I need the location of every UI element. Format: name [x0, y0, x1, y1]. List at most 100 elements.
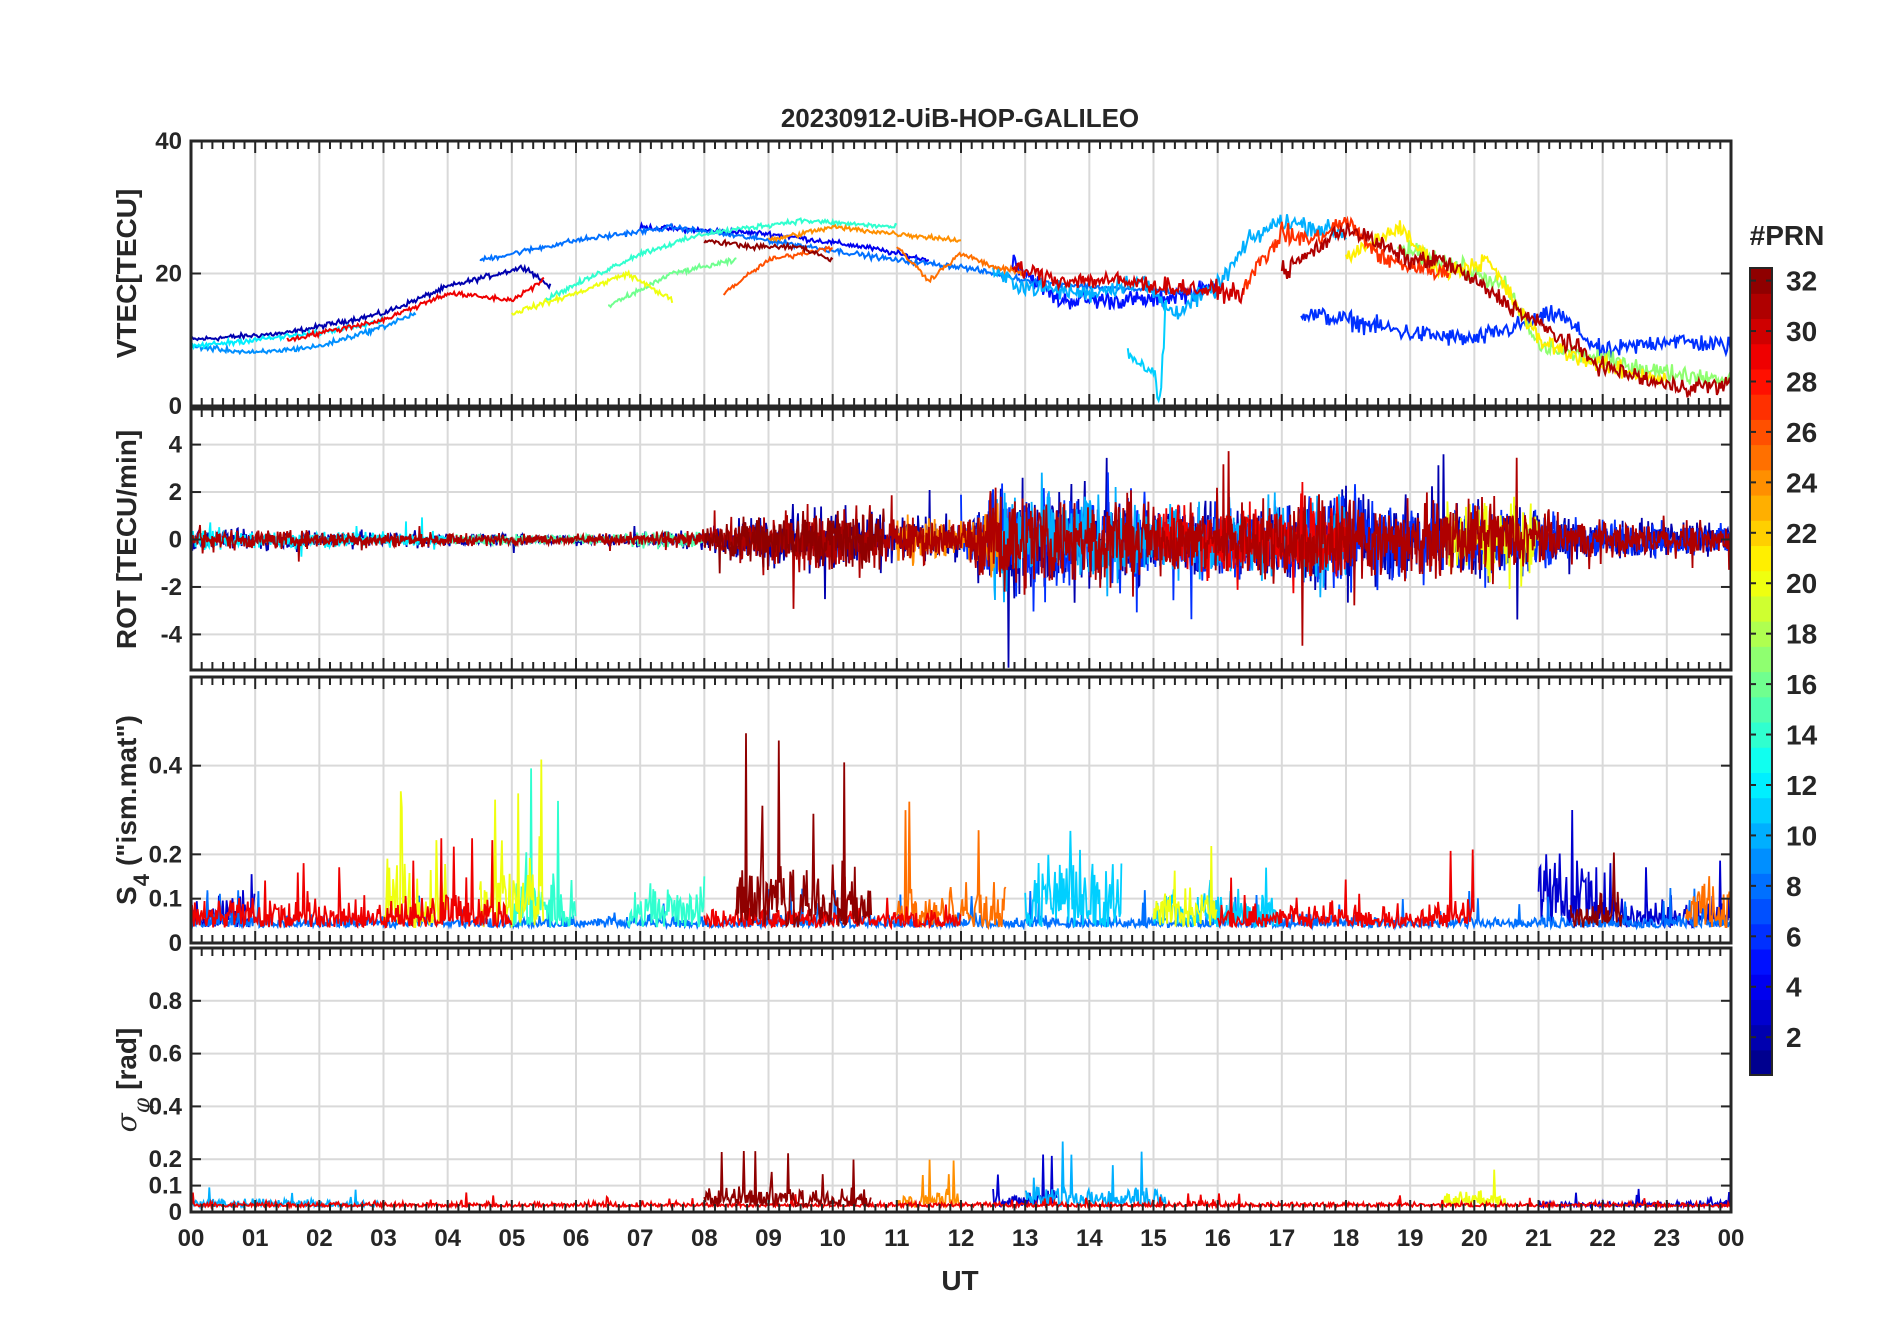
colorbar-tick-label: 20	[1786, 568, 1817, 599]
series-line-prn-11	[1126, 299, 1168, 404]
colorbar-swatch-19	[1750, 595, 1772, 622]
x-tick-marks	[190, 677, 1732, 943]
series-line-prn-20	[478, 759, 545, 928]
series-line-prn-14	[626, 876, 706, 928]
series-line-prn-20	[382, 791, 448, 928]
rot-data	[191, 451, 1731, 668]
vtec-data	[191, 214, 1731, 404]
colorbar-tick-label: 28	[1786, 366, 1817, 397]
colorbar-swatch-32	[1750, 268, 1772, 294]
x-tick-label: 15	[1140, 1225, 1167, 1252]
x-tick-label: 04	[434, 1225, 461, 1252]
colorbar-swatch-29	[1750, 343, 1772, 370]
series-line-prn-26	[722, 245, 833, 296]
x-tick-label: 03	[370, 1225, 397, 1252]
sigma_phi-grid	[190, 948, 1732, 1213]
s4-y-axis-label: S4("ism.mat")	[111, 715, 154, 905]
colorbar-tick-label: 12	[1786, 770, 1817, 801]
x-tick-label: 14	[1076, 1225, 1103, 1252]
series-line-prn-8	[191, 887, 1731, 931]
y-tick-label: 0.1	[149, 886, 182, 913]
x-tick-label: 20	[1461, 1225, 1488, 1252]
series-line-prn-29	[191, 838, 513, 930]
series-line-prn-10	[1024, 1141, 1167, 1211]
series-line-prn-32	[735, 733, 873, 929]
y-tick-label: 0.4	[149, 1093, 183, 1120]
series-line-prn-30	[1011, 261, 1245, 305]
series-line-prn-25	[1685, 876, 1731, 929]
series-line-prn-25	[895, 801, 1007, 931]
x-tick-label: 22	[1589, 1225, 1616, 1252]
y-tick-label: 0.8	[149, 988, 182, 1015]
series-line-prn-9	[191, 311, 417, 356]
series-line-prn-27	[1242, 215, 1450, 296]
y-tick-label: 20	[155, 261, 182, 288]
colorbar-tick-label: 16	[1786, 669, 1817, 700]
x-tick-label: 06	[563, 1225, 590, 1252]
vtec-y-ticks: 0 20 40	[155, 128, 1731, 420]
s4-y-ticks: 0 0.1 0.2 0.4	[149, 753, 1731, 957]
colorbar-tick-label: 8	[1786, 871, 1802, 902]
x-tick-label: 00	[178, 1225, 205, 1252]
colorbar-tick-label: 10	[1786, 820, 1817, 851]
x-tick-label: 10	[819, 1225, 846, 1252]
colorbar-swatch-20	[1750, 570, 1772, 597]
x-tick-label: 23	[1653, 1225, 1680, 1252]
colorbar-tick-label: 22	[1786, 518, 1817, 549]
chart-title: 20230912-UiB-HOP-GALILEO	[781, 103, 1139, 133]
series-line-prn-6	[1300, 305, 1731, 362]
colorbar-swatch-10	[1750, 822, 1772, 849]
x-tick-label: 05	[498, 1225, 525, 1252]
colorbar-swatch-2	[1750, 1024, 1772, 1051]
colorbar-swatch-17	[1750, 646, 1772, 673]
colorbar-swatch-5	[1750, 948, 1772, 975]
colorbar-swatch-3	[1750, 999, 1772, 1026]
series-line-prn-24	[895, 1159, 962, 1210]
series-line-prn-8	[479, 222, 1206, 298]
x-tick-label: 16	[1204, 1225, 1231, 1252]
series-line-prn-12	[191, 517, 449, 557]
colorbar-tick-label: 2	[1786, 1022, 1802, 1053]
sigma_phi-y-axis-label: σφ[rad]	[110, 1028, 155, 1133]
colorbar-swatch-8	[1750, 873, 1772, 900]
series-line-prn-32	[703, 508, 885, 574]
rot-panel: -4 -2 0 2 4 ROT [TECU/min]	[111, 407, 1733, 672]
colorbar-tick-label: 32	[1786, 266, 1817, 297]
colorbar-swatch-28	[1750, 368, 1772, 395]
series-line-prn-32	[703, 1150, 872, 1210]
y-tick-label: 0.6	[149, 1041, 182, 1068]
x-tick-marks	[190, 141, 1732, 406]
colorbar-swatch-6	[1750, 923, 1772, 950]
series-line-prn-29	[1216, 849, 1475, 930]
series-line-prn-14	[510, 768, 577, 928]
colorbar-swatch-15	[1750, 696, 1772, 723]
colorbar-swatch-13	[1750, 747, 1772, 773]
y-tick-label: 0	[169, 393, 182, 420]
series-line-prn-32	[703, 238, 834, 263]
colorbar-tick-label: 14	[1786, 720, 1818, 751]
rot-y-axis-label: ROT [TECU/min]	[111, 430, 142, 649]
colorbar-tick-label: 4	[1786, 972, 1802, 1003]
colorbar-swatch-25	[1750, 444, 1772, 471]
colorbar-swatch-27	[1750, 394, 1772, 420]
rot-y-ticks: -4 -2 0 2 4	[161, 432, 1731, 648]
vtec-panel: 0 20 40 VTEC[TECU]	[111, 128, 1733, 420]
colorbar-swatch-22	[1750, 520, 1772, 547]
colorbar-swatch-7	[1750, 898, 1772, 925]
s4-data	[191, 733, 1731, 931]
colorbar-swatch-9	[1750, 848, 1772, 874]
rot-x-ticks	[190, 409, 1732, 670]
x-tick-marks	[190, 948, 1732, 1212]
y-tick-label: 0	[169, 527, 182, 554]
x-tick-label: 09	[755, 1225, 782, 1252]
colorbar-swatch-1	[1750, 1049, 1772, 1076]
x-tick-label: 13	[1012, 1225, 1039, 1252]
x-tick-label: 18	[1333, 1225, 1360, 1252]
colorbar-swatch-14	[1750, 721, 1772, 748]
s4-panel: 0 0.1 0.2 0.4S4("ism.mat")	[111, 675, 1733, 957]
s4-x-ticks	[190, 677, 1732, 943]
colorbar-swatch-21	[1750, 545, 1772, 572]
y-tick-label: 4	[169, 432, 183, 459]
sigma_phi-x-ticks	[190, 948, 1732, 1212]
